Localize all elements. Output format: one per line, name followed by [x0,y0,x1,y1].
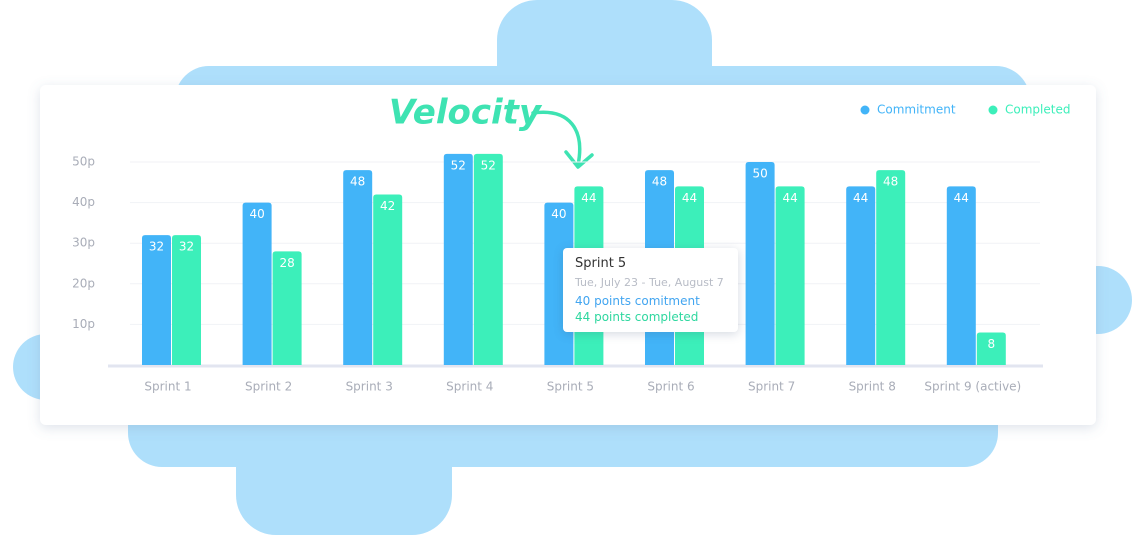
x-tick-label: Sprint 8 [849,380,896,394]
bar [142,235,171,365]
y-tick-label: 30p [72,236,95,250]
value-label: 32 [149,240,164,254]
value-label: 48 [652,175,667,189]
legend-marker [988,105,998,115]
legend-label: Completed [1005,103,1070,117]
value-label: 44 [954,191,969,205]
value-label: 52 [481,158,496,172]
value-label: 32 [179,240,194,254]
value-label: 50 [752,167,767,181]
x-tick-label: Sprint 2 [245,380,292,394]
bar [745,162,775,365]
x-tick-label: Sprint 1 [144,380,191,394]
bar [775,186,805,365]
y-tick-label: 50p [72,155,95,169]
bar [846,186,876,365]
value-label: 40 [249,207,264,221]
bar [172,235,201,365]
x-tick-label: Sprint 5 [547,380,594,394]
bar [373,194,403,365]
bar [343,170,373,365]
value-label: 44 [581,191,596,205]
bar [242,202,272,365]
y-tick-label: 10p [72,317,95,331]
bar [976,332,1006,365]
value-label: 42 [380,199,395,213]
y-tick-label: 20p [72,276,95,290]
x-tick-label: Sprint 9 (active) [924,380,1021,394]
tooltip-dates: Tue, July 23 - Tue, August 7 [575,276,724,289]
value-label: 44 [853,191,868,205]
value-label: 8 [987,337,995,351]
legend-marker [860,105,870,115]
value-label: 44 [782,191,797,205]
value-label: 52 [451,158,466,172]
value-label: 44 [682,191,697,205]
tooltip-commitment: 40 points comitment [575,294,700,308]
x-tick-label: Sprint 4 [446,380,493,394]
tooltip-completed: 44 points completed [575,310,699,324]
x-tick-label: Sprint 7 [748,380,795,394]
value-label: 40 [551,207,566,221]
bar [876,170,906,365]
bar [946,186,976,365]
bar [473,153,503,365]
chart-title: Velocity [389,93,543,133]
tooltip-title: Sprint 5 [575,256,627,271]
x-tick-label: Sprint 6 [647,380,694,394]
arrow [531,110,594,169]
bar [443,153,473,365]
legend-label: Commitment [877,103,956,117]
value-label: 28 [279,256,294,270]
value-label: 48 [883,175,898,189]
value-label: 48 [350,175,365,189]
bar [272,251,302,365]
y-tick-label: 40p [72,195,95,209]
x-tick-label: Sprint 3 [346,380,393,394]
tooltip: Sprint 5 Tue, July 23 - Tue, August 7 40… [563,248,738,332]
